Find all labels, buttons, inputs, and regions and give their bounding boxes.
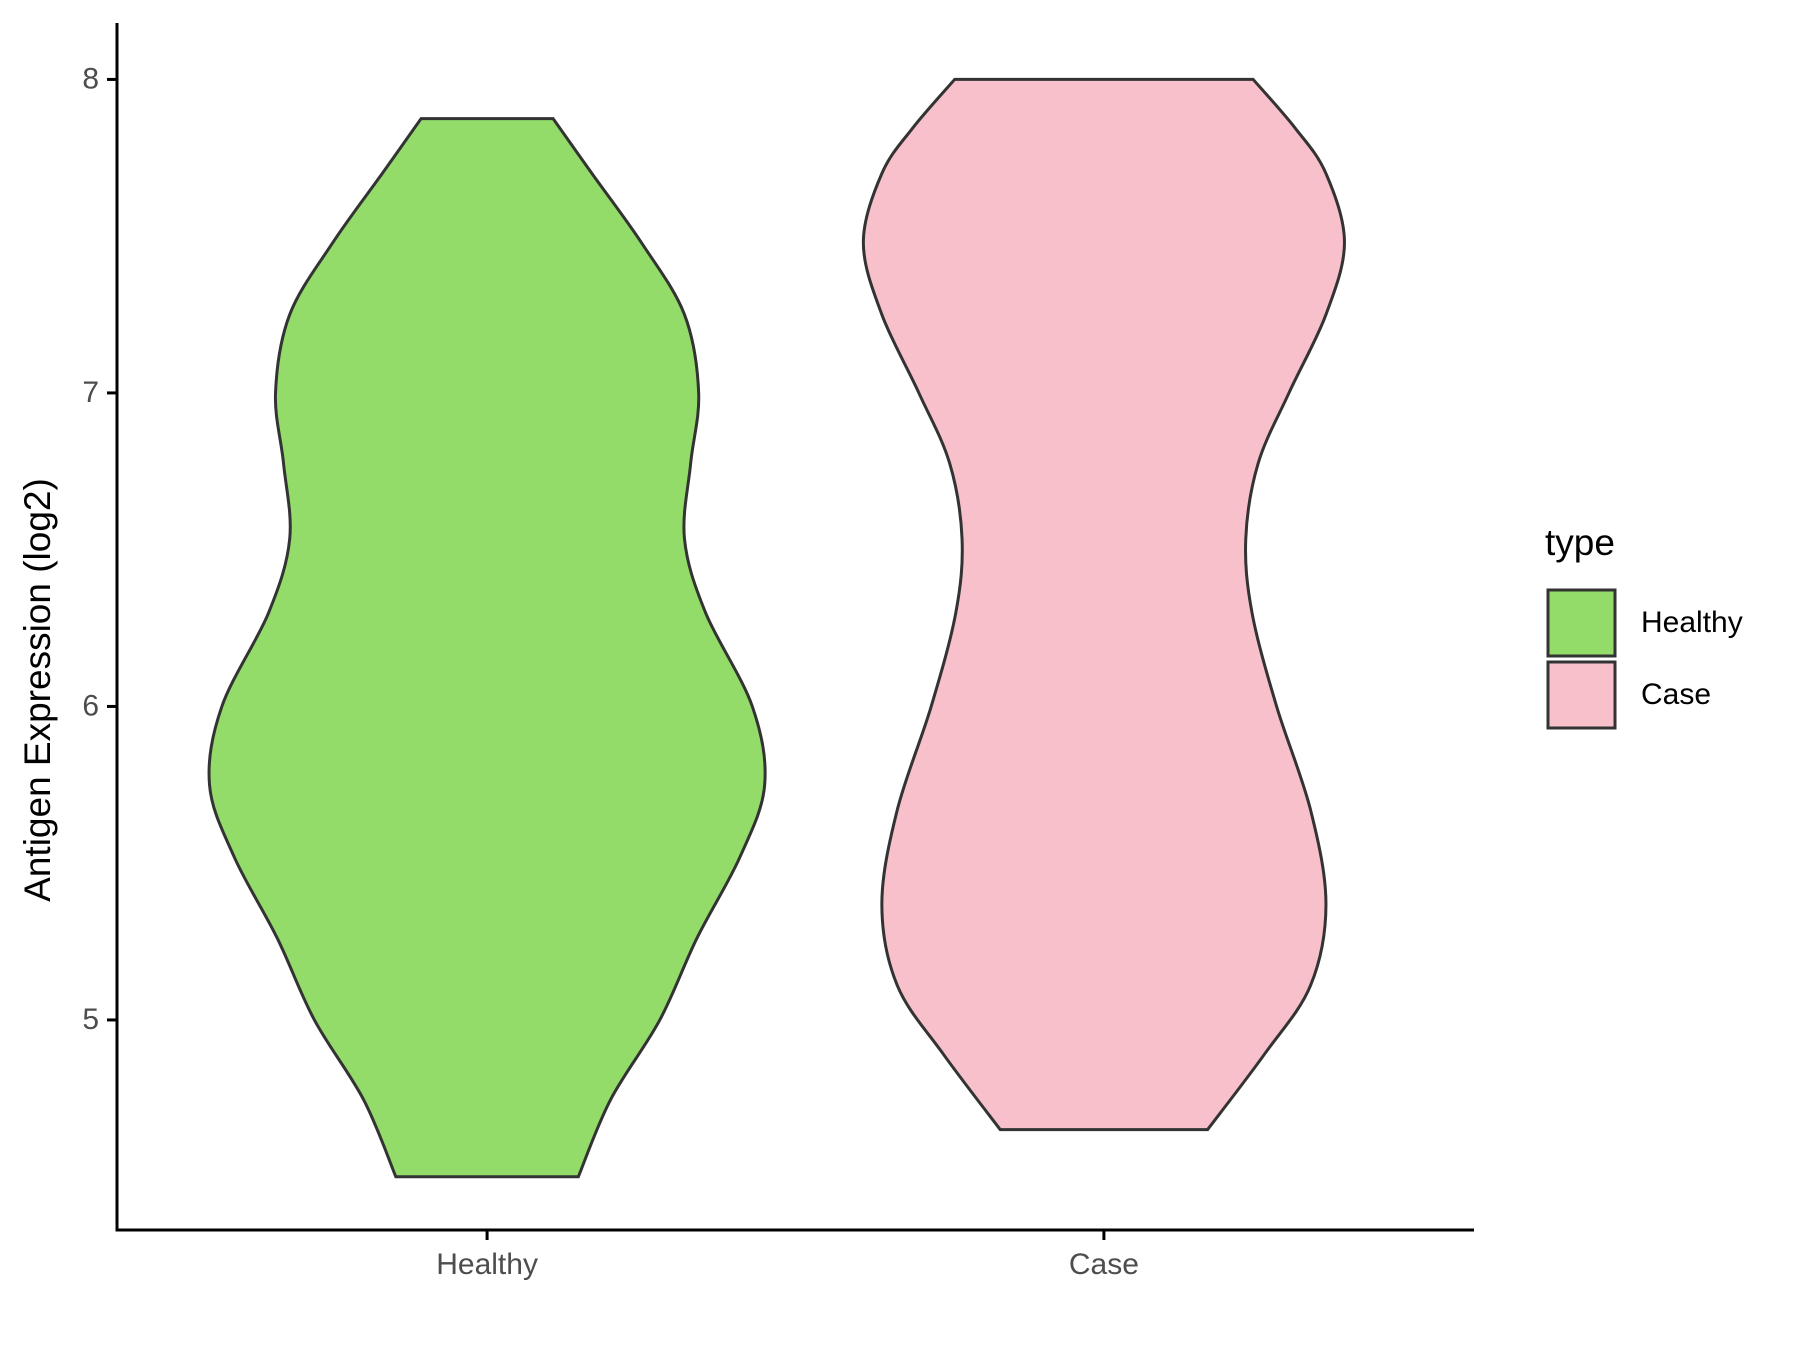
legend-key [1546,588,1617,658]
violin-body [207,117,767,1179]
x-tick-label: Healthy [436,1248,538,1281]
x-tick-label: Case [1069,1248,1139,1281]
legend-label: Healthy [1641,606,1743,639]
y-tick-label: 6 [82,689,99,722]
legend-label: Case [1641,678,1711,711]
violin-body [861,77,1346,1132]
legend-key [1546,660,1617,730]
legend-title: type [1545,522,1615,563]
y-tick-label: 7 [82,376,99,409]
y-tick-label: 5 [82,1003,99,1036]
y-axis-label: Antigen Expression (log2) [17,478,58,902]
y-tick-label: 8 [82,62,99,95]
